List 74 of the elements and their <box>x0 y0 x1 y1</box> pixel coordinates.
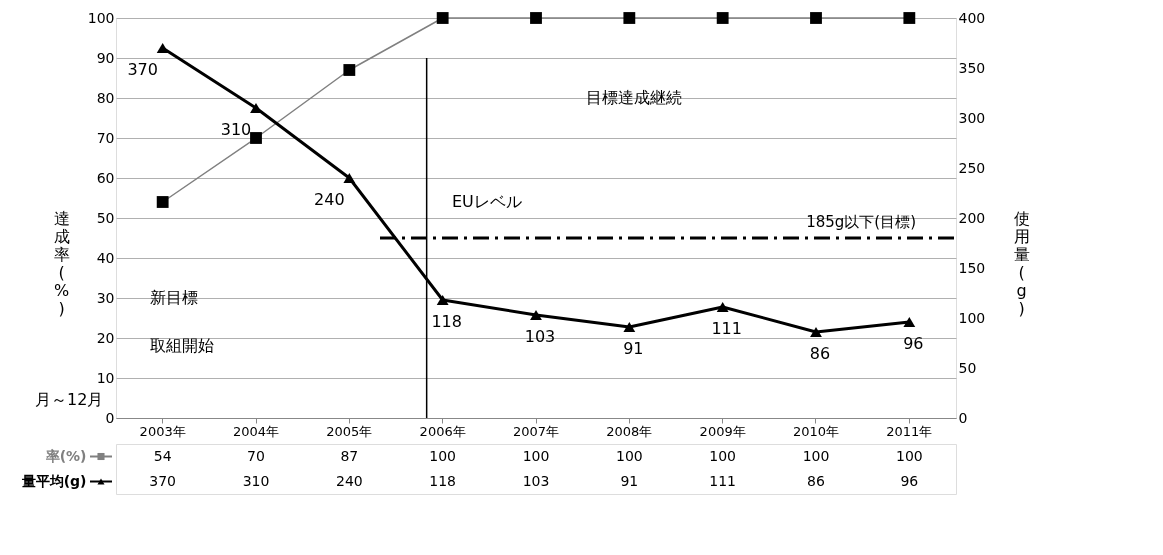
data-label: 100 <box>709 447 737 464</box>
y-tick-label: 100 <box>87 9 115 26</box>
data-label: 111 <box>709 472 737 489</box>
text: 240 <box>314 190 345 209</box>
annotation: 新目標 <box>149 288 198 307</box>
data-label: 118 <box>429 472 457 489</box>
y-tick-label: 30 <box>96 289 115 306</box>
data-label: 100 <box>522 447 550 464</box>
y2-tick-label: 400 <box>958 9 986 26</box>
text: 370 <box>127 60 158 79</box>
data-label: 86 <box>807 472 825 489</box>
x-tick-label: 2006年 <box>419 423 466 439</box>
data-label: 70 <box>247 447 265 464</box>
y-tick-label: 20 <box>96 329 115 346</box>
point <box>343 172 356 184</box>
point <box>156 42 169 54</box>
x-tick-label: 2011年 <box>886 423 933 439</box>
data-label: 54 <box>153 447 172 464</box>
y-tick-label: 80 <box>96 89 115 106</box>
data-label: 100 <box>615 447 643 464</box>
text: 111 <box>711 319 742 338</box>
y2-axis-title: 使用量(g) <box>1013 208 1030 318</box>
y-tick-label: 60 <box>96 169 115 186</box>
x-tick-label: 2009年 <box>699 423 746 439</box>
y-tick-label: 50 <box>96 209 115 226</box>
point <box>530 309 542 321</box>
legend-label: 量平均(g) <box>20 472 87 489</box>
text: 310 <box>220 120 252 139</box>
x-tick-label: 2004年 <box>232 423 280 439</box>
y-tick-label: 40 <box>96 249 115 266</box>
y-tick-label: 70 <box>96 129 115 146</box>
text: 86 <box>809 344 831 363</box>
text: 96 <box>903 334 924 353</box>
point <box>623 321 636 333</box>
y-tick-label: 0 <box>105 409 115 426</box>
data-label: 100 <box>802 447 830 464</box>
y2-tick-label: 0 <box>958 409 968 426</box>
data-label: 96 <box>900 472 919 489</box>
legend-label: 率(%) <box>44 447 87 464</box>
text: 91 <box>623 339 644 358</box>
text: 103 <box>524 327 556 346</box>
point <box>810 326 822 338</box>
x-tick-label: 2003年 <box>139 423 186 439</box>
x-tick-label: 2010年 <box>792 423 840 439</box>
y2-tick-label: 150 <box>958 259 986 276</box>
text: 月～12月 <box>35 390 104 409</box>
data-label: 91 <box>620 472 639 489</box>
data-label: 370 <box>149 472 177 489</box>
annotation: 目標達成継続 <box>586 88 683 107</box>
y2-tick-label: 300 <box>958 109 986 126</box>
x-tick-label: 2005年 <box>326 423 373 439</box>
y2-tick-label: 350 <box>958 59 986 76</box>
point <box>716 301 729 313</box>
data-label: 100 <box>429 447 457 464</box>
data-label: 240 <box>335 472 363 489</box>
data-label: 87 <box>340 447 359 464</box>
y2-tick-label: 100 <box>958 309 986 326</box>
x-tick-label: 2007年 <box>512 423 560 439</box>
annotation: EUレベル <box>452 192 522 211</box>
y2-tick-label: 200 <box>958 209 986 226</box>
point <box>436 294 449 306</box>
data-label: 310 <box>242 472 270 489</box>
y-tick-label: 10 <box>96 369 115 386</box>
y-tick-label: 90 <box>96 49 115 66</box>
point <box>903 316 916 328</box>
x-tick-label: 2008年 <box>606 423 653 439</box>
data-label: 100 <box>895 447 923 464</box>
y2-tick-label: 250 <box>958 159 986 176</box>
y-axis-title: 達成率(%) <box>53 208 70 318</box>
ref-line-label: 185g以下(目標) <box>806 213 916 231</box>
data-label: 103 <box>522 472 550 489</box>
text: 118 <box>431 312 462 331</box>
annotation: 取組開始 <box>149 336 214 355</box>
y2-tick-label: 50 <box>958 359 977 376</box>
